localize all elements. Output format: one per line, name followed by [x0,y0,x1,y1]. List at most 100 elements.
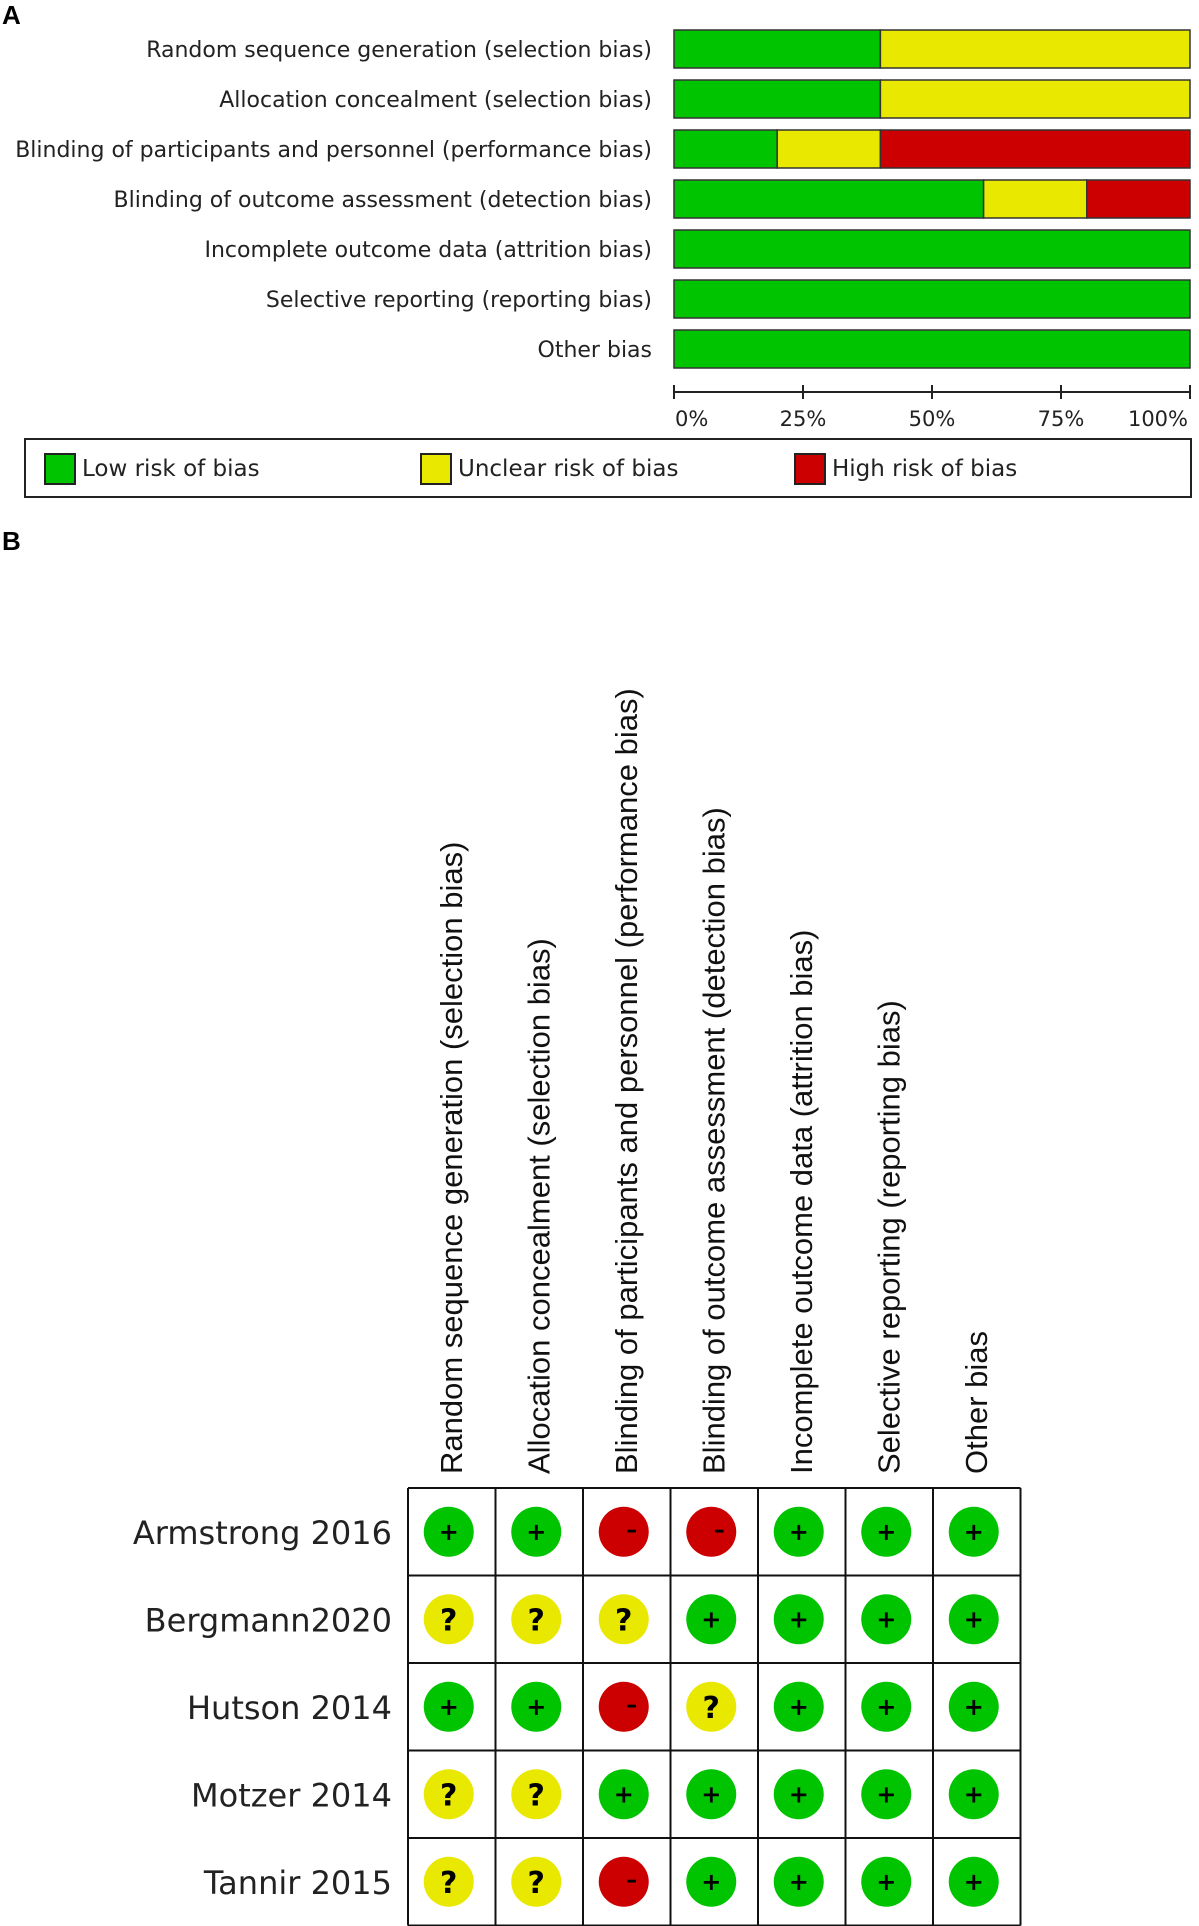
risk-circle-low [773,1594,824,1645]
bar-segment-unclear [982,179,1088,219]
legend-label-high: High risk of bias [832,456,1018,482]
risk-symbol-low: + [789,1693,809,1721]
risk-symbol-low: + [876,1693,896,1721]
study-label: Hutson 2014 [187,1689,392,1727]
risk-circle-high [598,1506,649,1557]
risk-symbol-high: – [714,1518,725,1543]
risk-symbol-low: + [789,1518,809,1546]
risk-circle-low [511,1681,562,1732]
risk-circle-low [948,1769,999,1820]
study-label: Motzer 2014 [191,1776,392,1814]
legend-item-low: Low risk of bias [44,452,260,486]
risk-of-bias-grid: Random sequence generation (selection bi… [133,688,1022,1926]
risk-circle-high [686,1506,737,1557]
risk-circle-low [423,1506,474,1557]
risk-symbol-low: + [876,1868,896,1896]
legend-swatch-high [794,453,826,485]
risk-circle-low [423,1681,474,1732]
risk-of-bias-summary-chart: Random sequence generation (selection bi… [15,29,1191,431]
panel-a-label: A [2,0,21,30]
risk-circle-unclear [423,1594,474,1645]
risk-symbol-unclear: ? [528,1778,545,1813]
risk-symbol-low: + [701,1868,721,1896]
risk-symbol-low: + [964,1605,984,1633]
chart-legend: Low risk of bias Unclear risk of bias Hi… [24,438,1192,498]
category-label: Selective reporting (reporting bias) [266,288,652,313]
risk-circle-unclear [511,1769,562,1820]
risk-circle-unclear [598,1594,649,1645]
category-label: Blinding of outcome assessment (detectio… [114,188,652,213]
bar-segment-unclear [879,29,1191,69]
risk-symbol-unclear: ? [440,1778,457,1813]
risk-symbol-low: + [701,1605,721,1633]
risk-symbol-low: + [876,1605,896,1633]
legend-label-unclear: Unclear risk of bias [458,456,679,482]
bar-segment-high [879,129,1191,169]
risk-circle-low [511,1506,562,1557]
risk-circle-unclear [423,1769,474,1820]
bar-segment-low [673,29,882,69]
category-label: Other bias [538,338,652,363]
risk-circle-low [686,1856,737,1907]
risk-symbol-unclear: ? [528,1866,545,1901]
bar-segment-low [673,179,985,219]
risk-circle-unclear [686,1681,737,1732]
risk-symbol-low: + [964,1518,984,1546]
bar-segment-unclear [776,129,882,169]
risk-circle-low [861,1681,912,1732]
bar-segment-low [673,329,1191,369]
study-label: Bergmann2020 [145,1601,392,1639]
study-label: Tannir 2015 [203,1864,392,1902]
category-label: Allocation concealment (selection bias) [219,88,652,113]
x-tick-label: 25% [780,407,827,431]
risk-circle-low [948,1594,999,1645]
column-header: Other bias [959,1331,994,1474]
legend-item-high: High risk of bias [794,452,1017,486]
risk-symbol-low: + [789,1780,809,1808]
risk-symbol-unclear: ? [703,1691,720,1726]
column-header: Selective reporting (reporting bias) [871,1000,906,1474]
risk-circle-low [686,1769,737,1820]
risk-symbol-low: + [439,1518,459,1546]
x-tick-label: 0% [675,407,708,431]
x-tick-label: 50% [909,407,956,431]
column-header: Blinding of outcome assessment (detectio… [696,807,731,1474]
risk-circle-unclear [511,1856,562,1907]
column-header: Allocation concealment (selection bias) [521,938,556,1474]
risk-circle-high [598,1681,649,1732]
legend-swatch-low [44,453,76,485]
x-tick-label: 100% [1128,407,1188,431]
risk-symbol-low: + [876,1780,896,1808]
risk-circle-low [773,1856,824,1907]
risk-symbol-unclear: ? [440,1866,457,1901]
risk-symbol-high: – [626,1693,637,1718]
risk-symbol-low: + [964,1693,984,1721]
risk-symbol-high: – [626,1868,637,1893]
category-label: Blinding of participants and personnel (… [15,138,652,163]
risk-symbol-unclear: ? [528,1603,545,1638]
risk-symbol-unclear: ? [615,1603,632,1638]
category-label: Random sequence generation (selection bi… [146,38,652,63]
risk-circle-low [861,1769,912,1820]
legend-swatch-unclear [420,453,452,485]
bar-segment-unclear [879,79,1191,119]
risk-symbol-high: – [626,1518,637,1543]
risk-circle-low [861,1594,912,1645]
risk-circle-low [861,1856,912,1907]
risk-circle-low [773,1769,824,1820]
x-tick-label: 75% [1038,407,1085,431]
bar-segment-low [673,229,1191,269]
risk-circle-low [773,1681,824,1732]
risk-circle-low [773,1506,824,1557]
risk-symbol-low: + [439,1693,459,1721]
risk-symbol-low: + [701,1780,721,1808]
risk-symbol-low: + [614,1780,634,1808]
risk-circle-high [598,1856,649,1907]
risk-symbol-low: + [789,1868,809,1896]
risk-circle-low [948,1506,999,1557]
legend-label-low: Low risk of bias [82,456,260,482]
legend-item-unclear: Unclear risk of bias [420,452,678,486]
panel-b-label: B [2,526,21,556]
bar-segment-high [1086,179,1191,219]
risk-circle-low [948,1681,999,1732]
